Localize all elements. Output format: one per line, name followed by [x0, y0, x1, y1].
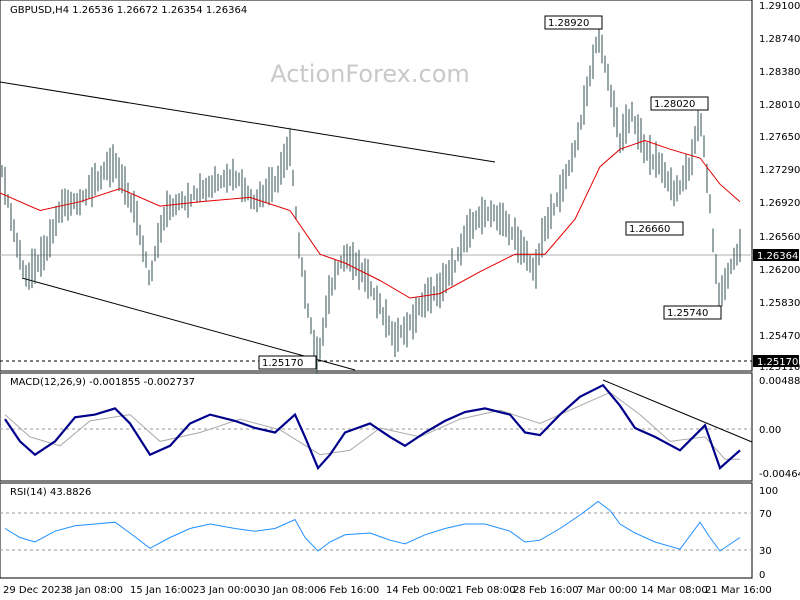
annotation-label: 1.28020: [654, 99, 695, 110]
annotation-1.28020: 1.28020: [650, 96, 709, 111]
rsi-axis-100: 100: [759, 486, 778, 497]
macd-axis-bottom: -0.004645: [759, 469, 800, 480]
watermark: ActionForex.com: [270, 60, 470, 88]
price-tick: 1.28010: [759, 100, 800, 111]
price-tick: 1.26920: [759, 198, 800, 209]
time-tick: 14 Mar 08:00: [641, 585, 708, 596]
annotation-1.25170: 1.25170: [258, 355, 317, 370]
time-tick: 23 Jan 00:00: [193, 585, 256, 596]
price-tick: 1.26560: [759, 232, 800, 243]
upper-trendline: [0, 81, 496, 163]
annotation-1.25740: 1.25740: [663, 305, 722, 320]
macd-axis-top: 0.004884: [759, 376, 800, 387]
time-axis: 29 Dec 2023 8 Jan 08:00 15 Jan 16:00 23 …: [3, 585, 772, 596]
annotation-label: 1.25740: [667, 308, 708, 319]
time-tick: 8 Jan 08:00: [66, 585, 123, 596]
time-tick: 14 Feb 00:00: [386, 585, 452, 596]
time-tick: 21 Feb 08:00: [450, 585, 516, 596]
rsi-axis-70: 70: [759, 509, 772, 520]
macd-signal-line: [4, 391, 740, 460]
annotation-label: 1.25170: [262, 358, 303, 369]
time-tick: 29 Dec 2023: [3, 585, 67, 596]
support-price-box: [753, 355, 799, 367]
rsi-line: [4, 500, 741, 552]
current-price-box: [753, 249, 799, 261]
price-tick: 1.25470: [759, 331, 800, 342]
macd-axis-zero: 0.00: [759, 425, 781, 436]
macd-trendline: [602, 379, 753, 443]
price-candles: [1, 27, 741, 374]
macd-line: [4, 383, 741, 471]
price-tick: 1.28740: [759, 34, 800, 45]
time-tick: 15 Jan 16:00: [130, 585, 193, 596]
price-tick: 1.25830: [759, 298, 800, 309]
price-tick: 1.25110: [759, 362, 800, 373]
rsi-axis-0: 0: [759, 570, 765, 581]
price-axis: 1.29100 1.28740 1.28380 1.28010 1.27650 …: [759, 1, 800, 373]
annotation-1.26660: 1.26660: [625, 221, 684, 236]
time-tick: 28 Feb 16:00: [513, 585, 579, 596]
rsi-header: RSI(14) 43.8826: [10, 487, 91, 498]
annotation-1.28920: 1.28920: [544, 15, 603, 30]
annotation-label: 1.26660: [629, 224, 670, 235]
time-tick: 6 Feb 16:00: [320, 585, 379, 596]
time-tick: 7 Mar 00:00: [577, 585, 637, 596]
main-header: GBPUSD,H4 1.26536 1.26672 1.26354 1.2636…: [10, 5, 247, 16]
time-tick: 30 Jan 08:00: [257, 585, 320, 596]
sma-line: [0, 139, 741, 299]
price-tick: 1.27290: [759, 165, 800, 176]
macd-header: MACD(12,26,9) -0.001855 -0.002737: [10, 377, 195, 388]
rsi-axis-30: 30: [759, 546, 772, 557]
lower-trendline: [21, 277, 356, 371]
price-tick: 1.29100: [759, 1, 800, 12]
price-tick: 1.27650: [759, 132, 800, 143]
annotation-label: 1.28920: [548, 18, 589, 29]
price-tick: 1.26200: [759, 265, 800, 276]
time-tick: 21 Mar 16:00: [705, 585, 772, 596]
current-price-label: 1.26364: [757, 251, 798, 262]
price-tick: 1.28380: [759, 67, 800, 78]
support-price-label: 1.25170: [757, 357, 798, 368]
